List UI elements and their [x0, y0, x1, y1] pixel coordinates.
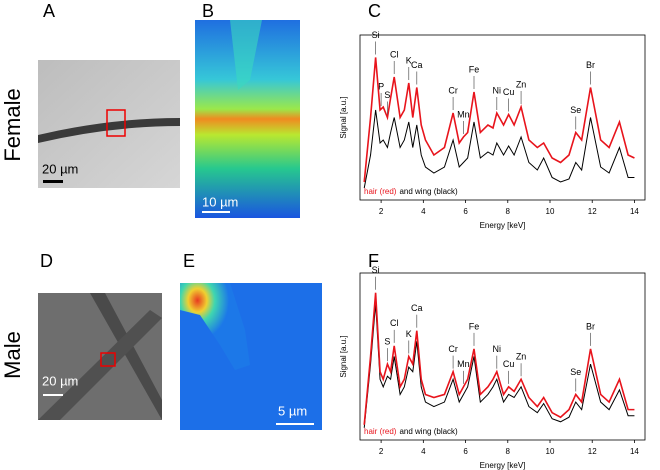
panel-letter: C	[368, 1, 381, 21]
annotation-label: Br	[586, 60, 595, 70]
map-e: 5 µm	[180, 283, 322, 430]
annotation-label: Si	[372, 265, 380, 275]
annotation-label: Cu	[503, 87, 515, 97]
panel-letter: F	[368, 251, 379, 271]
spectrum-line	[363, 57, 635, 183]
y-axis-label: Signal [a.u.]	[339, 335, 348, 377]
plot-frame	[359, 34, 646, 201]
x-tick-label: 2	[379, 207, 384, 216]
spectrum-line	[363, 292, 635, 425]
spectrum-line	[363, 109, 635, 189]
annotation-label: Cr	[448, 85, 458, 95]
annotation-label: S	[384, 336, 390, 346]
x-tick-label: 4	[421, 207, 426, 216]
annotation-label: Cl	[390, 49, 399, 59]
scale-label: 20 µm	[42, 161, 78, 176]
x-axis-label: Energy [keV]	[480, 221, 526, 230]
x-tick-label: 14	[630, 207, 639, 216]
annotation-label: Ni	[493, 344, 502, 354]
map-b: 10 µm	[195, 20, 300, 218]
annotation-label: Cl	[390, 318, 399, 328]
x-tick-label: 2	[379, 447, 384, 456]
annotation-label: Br	[586, 321, 595, 331]
annotation-label: Se	[570, 105, 581, 115]
annotation-label: Fe	[469, 321, 480, 331]
scale-label: 5 µm	[278, 403, 307, 418]
panel-letter: E	[183, 251, 195, 271]
x-tick-label: 12	[588, 447, 597, 456]
annotation-label: Zn	[516, 79, 527, 89]
legend: hair (red) and wing (black)	[364, 427, 458, 436]
annotation-label: Fe	[469, 64, 480, 74]
annotation-label: Mn	[457, 359, 470, 369]
annotation-label: Si	[372, 30, 380, 40]
row-label: Female	[0, 88, 25, 161]
annotation-label: K	[406, 329, 412, 339]
legend-entry: and wing (black)	[399, 427, 458, 436]
annotation-label: P	[378, 81, 384, 91]
annotation-label: Cr	[448, 344, 458, 354]
micrograph-a: 20 µm	[38, 60, 180, 188]
x-tick-label: 6	[463, 447, 468, 456]
spectrum-line	[363, 303, 635, 428]
micrograph-d: 20 µm	[38, 293, 162, 420]
annotation-label: Mn	[457, 109, 470, 119]
x-tick-label: 10	[546, 207, 555, 216]
annotation-label: Ca	[411, 60, 423, 70]
annotation-label: Zn	[516, 352, 527, 362]
plot-frame	[359, 272, 646, 441]
x-tick-label: 8	[506, 447, 511, 456]
x-tick-label: 4	[421, 447, 426, 456]
annotation-label: K	[406, 55, 412, 65]
legend: hair (red) and wing (black)	[364, 187, 458, 196]
legend-entry: and wing (black)	[399, 187, 458, 196]
scale-label: 10 µm	[202, 194, 238, 209]
x-tick-label: 10	[546, 447, 555, 456]
panel-letter: B	[202, 1, 214, 21]
x-tick-label: 12	[588, 207, 597, 216]
legend-entry: hair (red)	[364, 427, 397, 436]
annotation-label: Ni	[493, 85, 502, 95]
x-tick-label: 8	[506, 207, 511, 216]
y-axis-label: Signal [a.u.]	[339, 96, 348, 138]
annotation-label: Se	[570, 367, 581, 377]
x-tick-label: 6	[463, 207, 468, 216]
legend-entry: hair (red)	[364, 187, 397, 196]
panel-letter: D	[40, 251, 53, 271]
scale-label: 20 µm	[42, 373, 78, 388]
x-tick-label: 14	[630, 447, 639, 456]
annotation-label: Cu	[503, 359, 515, 369]
annotation-label: S	[384, 90, 390, 100]
row-label: Male	[0, 331, 25, 379]
panel-letter: A	[43, 1, 55, 21]
x-axis-label: Energy [keV]	[480, 461, 526, 470]
annotation-label: Ca	[411, 303, 423, 313]
